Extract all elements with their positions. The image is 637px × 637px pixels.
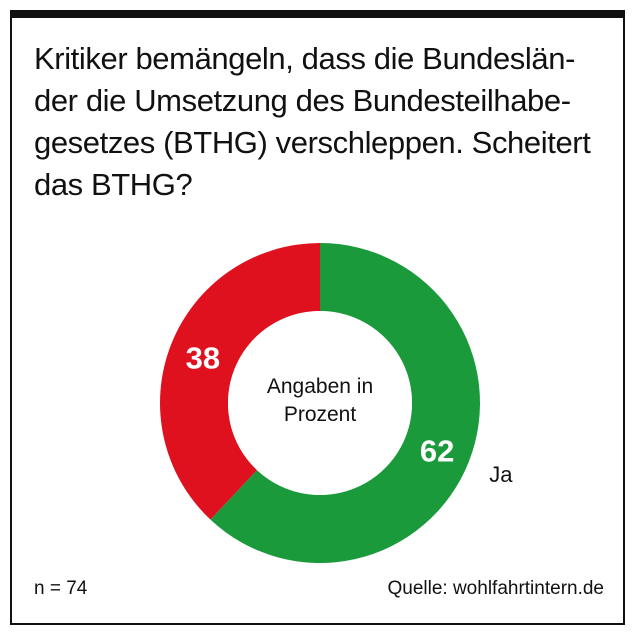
slice-labels: 62 Ja 38 bbox=[186, 341, 514, 487]
donut-hole bbox=[228, 311, 412, 495]
source-note: Quelle: wohlfahrtintern.de bbox=[387, 578, 604, 599]
slice-value-label-0: 62 bbox=[420, 433, 454, 468]
slice-ja bbox=[210, 243, 480, 564]
title-line-3: gesetzes (BTHG) verschleppen. Scheitert bbox=[34, 125, 591, 160]
sample-size: n = 74 bbox=[34, 578, 88, 599]
slice-value-label-1: 38 bbox=[186, 341, 220, 376]
title-line-2: der die Umsetzung des Bundesteilhabe- bbox=[34, 83, 571, 118]
center-label-line-2: Prozent bbox=[284, 403, 357, 426]
center-label-line-1: Angaben in bbox=[267, 375, 373, 398]
donut-slices bbox=[159, 243, 480, 564]
chart-title: Kritiker bemängeln, dass die Bundeslän- … bbox=[34, 38, 604, 206]
slice-nein-1 bbox=[159, 243, 320, 520]
slice-category-label-0: Ja bbox=[489, 462, 513, 487]
title-line-1: Kritiker bemängeln, dass die Bundeslän- bbox=[34, 41, 575, 76]
title-line-4: das BTHG? bbox=[34, 167, 193, 202]
